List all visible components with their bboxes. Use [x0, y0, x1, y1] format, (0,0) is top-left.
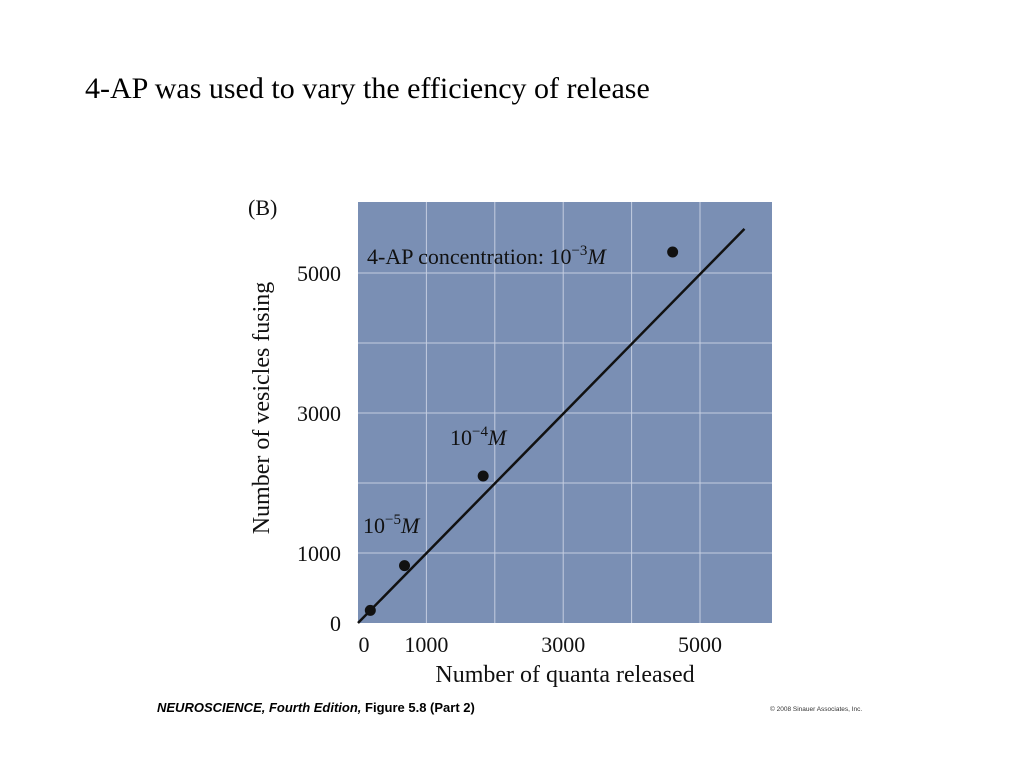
x-tick-label: 1000 — [404, 632, 448, 657]
y-axis-label: Number of vesicles fusing — [249, 282, 275, 535]
data-point — [399, 560, 411, 572]
annotation-conc-1e-4: 10−4M — [450, 424, 508, 450]
data-points — [364, 246, 679, 616]
annotation-conc-1e-3: 4-AP concentration: 10−3M — [367, 243, 607, 269]
x-axis-label: Number of quanta released — [435, 662, 694, 688]
y-tick-label: 1000 — [297, 541, 341, 566]
slide-title: 4-AP was used to vary the efficiency of … — [85, 72, 650, 105]
y-tick-label: 5000 — [297, 261, 341, 286]
data-point — [477, 470, 489, 482]
fit-line — [357, 228, 746, 624]
x-tick-labels: 0 1000 3000 5000 — [359, 632, 723, 657]
x-tick-label: 5000 — [678, 632, 722, 657]
annotation-conc-1e-5: 10−5M — [363, 512, 421, 538]
y-tick-label: 0 — [330, 611, 341, 636]
data-point — [364, 604, 376, 616]
y-tick-labels: 0 1000 3000 5000 — [297, 261, 341, 636]
caption-figure: Figure 5.8 (Part 2) — [365, 700, 475, 715]
x-tick-label: 0 — [359, 632, 370, 657]
y-tick-label: 3000 — [297, 401, 341, 426]
copyright-notice: © 2008 Sinauer Associates, Inc. — [770, 706, 863, 713]
x-tick-label: 3000 — [541, 632, 585, 657]
fit-line-layer — [357, 228, 746, 624]
data-point — [667, 246, 679, 258]
figure-caption: NEUROSCIENCE, Fourth Edition, Figure 5.8… — [157, 700, 475, 715]
caption-edition: Fourth Edition, — [268, 700, 362, 715]
caption-book: NEUROSCIENCE, — [157, 700, 266, 715]
panel-label: (B) — [248, 195, 277, 220]
